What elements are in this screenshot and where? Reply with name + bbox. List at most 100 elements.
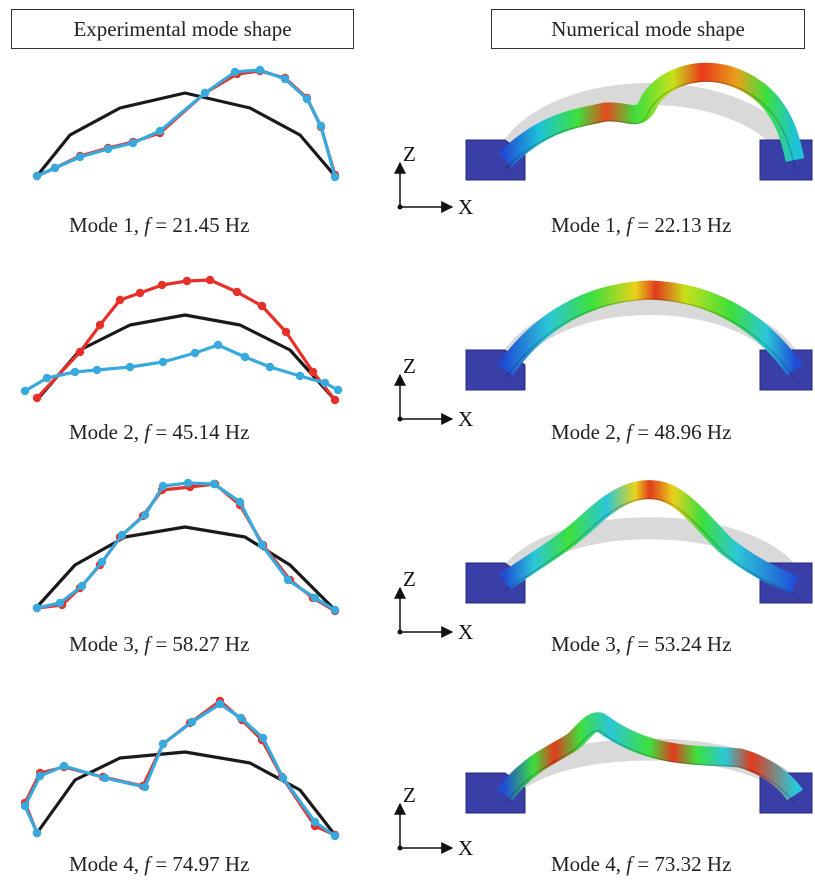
frequency-symbol: f: [626, 420, 633, 444]
experimental-caption-mode-2: Mode 2, f = 45.14 Hz: [69, 420, 249, 445]
numerical-caption-mode-3: Mode 3, f = 53.24 Hz: [551, 632, 731, 657]
blue-measurement-point: [183, 478, 193, 488]
blue-measurement-point: [215, 699, 225, 709]
blue-measurement-point: [333, 385, 343, 395]
frequency-value: = 22.13 Hz: [632, 213, 732, 237]
x-axis-label: X: [458, 407, 473, 431]
blue-measurement-point: [100, 773, 110, 783]
blue-measurement-point: [158, 357, 168, 367]
axis-triad-4: ZX: [394, 783, 473, 860]
undeformed-reference-line: [35, 91, 337, 178]
experimental-header-label: Experimental mode shape: [73, 16, 292, 41]
blue-measurement-point: [330, 605, 340, 615]
blue-measurement-point: [235, 497, 245, 507]
beam-edge: [504, 80, 796, 170]
blue-measurement-point: [310, 593, 320, 603]
frequency-symbol: f: [626, 632, 633, 656]
blue-measurement-point: [128, 138, 138, 148]
blue-measurement-point: [240, 352, 250, 362]
frequency-symbol: f: [144, 420, 151, 444]
blue-measurement-point: [200, 88, 210, 98]
axis-origin: [397, 416, 403, 422]
numerical-mode-3: [465, 480, 813, 604]
blue-measurement-point: [320, 378, 330, 388]
blue-measurement-point: [316, 121, 326, 131]
blue-mode-line: [36, 481, 336, 612]
frequency-value: = 53.24 Hz: [632, 632, 732, 656]
blue-measurement-point: [158, 481, 168, 491]
frequency-symbol: f: [626, 852, 633, 876]
blue-measurement-point: [330, 172, 340, 182]
mode-label: Mode 2,: [551, 420, 627, 444]
blue-measurement-point: [283, 575, 293, 585]
blue-measurement-point: [55, 598, 65, 608]
blue-mode-line: [23, 702, 336, 838]
axis-triad-3: ZX: [394, 567, 473, 644]
blue-measurement-point: [35, 771, 45, 781]
z-axis-label: Z: [403, 354, 416, 378]
blue-measurement-point: [77, 581, 87, 591]
red-measurement-point: [330, 395, 340, 405]
mode-label: Mode 3,: [69, 632, 145, 656]
numerical-caption-mode-2: Mode 2, f = 48.96 Hz: [551, 420, 731, 445]
frequency-symbol: f: [144, 213, 151, 237]
red-measurement-point: [205, 275, 215, 285]
blue-measurement-point: [20, 386, 30, 396]
undeformed-reference-line: [35, 750, 337, 836]
experimental-mode-3: [32, 478, 340, 616]
red-measurement-point: [135, 288, 145, 298]
red-measurement-point: [32, 393, 42, 403]
beam-edge: [504, 497, 796, 595]
blue-measurement-point: [140, 510, 150, 520]
experimental-plots: [20, 65, 343, 841]
blue-measurement-point: [295, 371, 305, 381]
mode-label: Mode 3,: [551, 632, 627, 656]
experimental-header: Experimental mode shape: [11, 9, 354, 49]
frequency-value: = 74.97 Hz: [150, 852, 250, 876]
blue-measurement-point: [20, 801, 30, 811]
z-axis-label: Z: [403, 783, 416, 807]
beam-edge: [504, 730, 796, 805]
axis-triad-2: ZX: [394, 354, 473, 431]
blue-measurement-point: [140, 782, 150, 792]
blue-measurement-point: [236, 713, 246, 723]
blue-measurement-point: [117, 530, 127, 540]
blue-measurement-point: [265, 362, 275, 372]
blue-measurement-point: [209, 479, 219, 489]
red-mode-line: [35, 278, 337, 401]
blue-measurement-point: [190, 348, 200, 358]
experimental-mode-1: [32, 65, 340, 182]
blue-measurement-point: [103, 144, 113, 154]
blue-measurement-point: [32, 603, 42, 613]
blue-measurement-point: [255, 65, 265, 75]
blue-measurement-point: [32, 828, 42, 838]
axis-triad-1: ZX: [394, 142, 473, 219]
x-axis-label: X: [458, 836, 473, 860]
red-measurement-point: [182, 276, 192, 286]
numerical-caption-mode-4: Mode 4, f = 73.32 Hz: [551, 852, 731, 877]
deformed-beam: [497, 280, 803, 376]
mode-label: Mode 1,: [551, 213, 627, 237]
frequency-value: = 73.32 Hz: [632, 852, 732, 876]
undeformed-reference-line: [35, 525, 337, 612]
blue-measurement-point: [32, 171, 42, 181]
z-axis-label: Z: [403, 567, 416, 591]
mode-label: Mode 2,: [69, 420, 145, 444]
axis-origin: [397, 204, 403, 210]
blue-measurement-point: [310, 817, 320, 827]
frequency-symbol: f: [144, 852, 151, 876]
frequency-value: = 58.27 Hz: [150, 632, 250, 656]
numerical-mode-4: [465, 712, 813, 814]
red-measurement-point: [115, 295, 125, 305]
red-measurement-point: [157, 280, 167, 290]
numerical-header-label: Numerical mode shape: [551, 16, 745, 41]
numerical-caption-mode-1: Mode 1, f = 22.13 Hz: [551, 213, 731, 238]
red-mode-line: [36, 482, 336, 613]
mode-label: Mode 4,: [551, 852, 627, 876]
blue-measurement-point: [70, 367, 80, 377]
blue-measurement-point: [278, 773, 288, 783]
frequency-value: = 21.45 Hz: [150, 213, 250, 237]
x-axis-label: X: [458, 620, 473, 644]
blue-measurement-point: [42, 373, 52, 383]
experimental-caption-mode-4: Mode 4, f = 74.97 Hz: [69, 852, 249, 877]
